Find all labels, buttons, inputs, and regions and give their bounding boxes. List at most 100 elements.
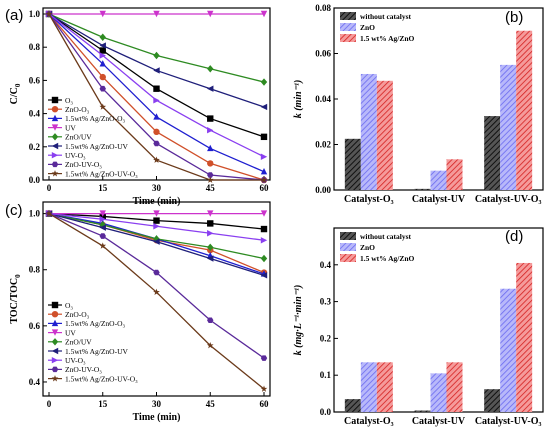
legend-marker [51, 124, 59, 131]
y-tick-label: 0.04 [315, 94, 331, 104]
data-point [153, 140, 160, 147]
legend-entry: without catalyst [360, 232, 412, 241]
y-tick-label: 0.6 [29, 75, 41, 85]
bar [376, 362, 393, 412]
data-point [153, 210, 160, 217]
legend-entry: ZnO [360, 23, 375, 32]
legend-marker [51, 170, 59, 177]
x-tick-label: 15 [98, 399, 108, 409]
data-point [99, 85, 106, 92]
legend-swatch [340, 34, 356, 42]
legend-marker [51, 301, 59, 309]
x-tick-label: 60 [260, 399, 270, 409]
data-point [207, 210, 214, 217]
data-point [260, 237, 268, 244]
bar [414, 410, 431, 412]
y-tick-label: 0.4 [29, 377, 41, 387]
panel-label: (c) [5, 202, 23, 219]
legend-entry: UV-O₃ [65, 151, 86, 160]
data-point [99, 233, 106, 239]
bar [414, 188, 431, 190]
category-label: Catalyst-O₃ [344, 416, 394, 427]
legend-entry: ZnO/UV [65, 338, 92, 347]
panel-label: (d) [505, 228, 523, 245]
data-point [99, 73, 106, 81]
data-point [207, 160, 214, 167]
data-point [153, 269, 160, 276]
bar [376, 80, 393, 190]
legend-marker [51, 114, 59, 122]
series-3 [45, 210, 268, 217]
y-tick-label: 0.2 [29, 142, 41, 152]
data-point [207, 115, 214, 122]
legend-marker [51, 366, 59, 373]
data-point [99, 42, 106, 49]
series-6 [45, 210, 268, 244]
legend-marker [51, 311, 59, 318]
legend-entry: 1.5wt% Ag/ZnO-UV [65, 347, 128, 356]
bar [516, 262, 533, 412]
x-tick-label: 30 [152, 183, 162, 193]
y-tick-label: 0.6 [29, 321, 41, 331]
x-tick-label: 15 [98, 183, 108, 193]
data-point [207, 243, 214, 251]
data-point [260, 168, 268, 175]
x-tick-label: 45 [206, 183, 216, 193]
x-tick-label: 45 [206, 399, 216, 409]
legend-marker [51, 106, 59, 113]
legend-marker [51, 142, 59, 150]
bar [360, 73, 377, 190]
legend-marker [51, 338, 59, 346]
data-point [99, 33, 106, 41]
y-tick-label: 0.00 [315, 185, 331, 195]
data-point [153, 85, 160, 92]
series-5 [45, 10, 268, 111]
legend-swatch [340, 232, 356, 240]
data-point [207, 220, 214, 227]
legend: without catalyst ZnO 1.5 wt% Ag/ZnO [340, 232, 415, 263]
data-point [45, 10, 53, 17]
y-axis-label-sub: 0 [14, 274, 22, 278]
data-point [99, 10, 106, 18]
data-point [153, 235, 160, 243]
x-tick-label: 0 [47, 399, 52, 409]
legend-swatch [340, 254, 356, 262]
legend-marker [51, 152, 59, 159]
legend-entry: UV-O₃ [65, 356, 86, 365]
series-4 [45, 10, 268, 86]
data-point [260, 176, 268, 183]
y-axis-label-main: TOC/TOC [9, 278, 20, 324]
bar [500, 288, 517, 412]
data-point [153, 156, 160, 163]
data-point [153, 97, 160, 104]
data-point [153, 128, 160, 136]
data-point [260, 103, 268, 111]
legend-swatch [340, 12, 356, 20]
legend-entry: ZnO-UV-O₃ [65, 365, 102, 374]
legend-entry: without catalyst [360, 12, 412, 21]
legend-marker [51, 347, 59, 355]
legend-swatch [340, 243, 356, 251]
y-axis-label-sub: 0 [14, 83, 22, 87]
bar [446, 159, 463, 190]
category-label: Catalyst-UV [412, 416, 466, 427]
bar [360, 362, 377, 412]
data-point [207, 127, 214, 134]
y-tick-label: 0.1 [320, 370, 332, 380]
panel-label: (b) [505, 9, 523, 26]
y-tick-label: 0.8 [29, 42, 41, 52]
data-point [206, 176, 214, 183]
legend-entry: 1.5wt% Ag/ZnO-UV-O₃ [65, 374, 138, 383]
legend-swatch [340, 23, 356, 31]
y-tick-label: 0.0 [320, 407, 332, 417]
y-tick-label: 0.0 [29, 175, 41, 185]
y-axis-label: k (min⁻¹) [293, 80, 304, 119]
data-point [99, 216, 106, 223]
legend-entry: ZnO-O₃ [65, 105, 90, 114]
bar [344, 138, 361, 190]
data-point [153, 223, 160, 230]
legend: without catalyst ZnO 1.5 wt% Ag/ZnO [340, 12, 415, 43]
y-tick-label: 1.0 [29, 209, 41, 219]
